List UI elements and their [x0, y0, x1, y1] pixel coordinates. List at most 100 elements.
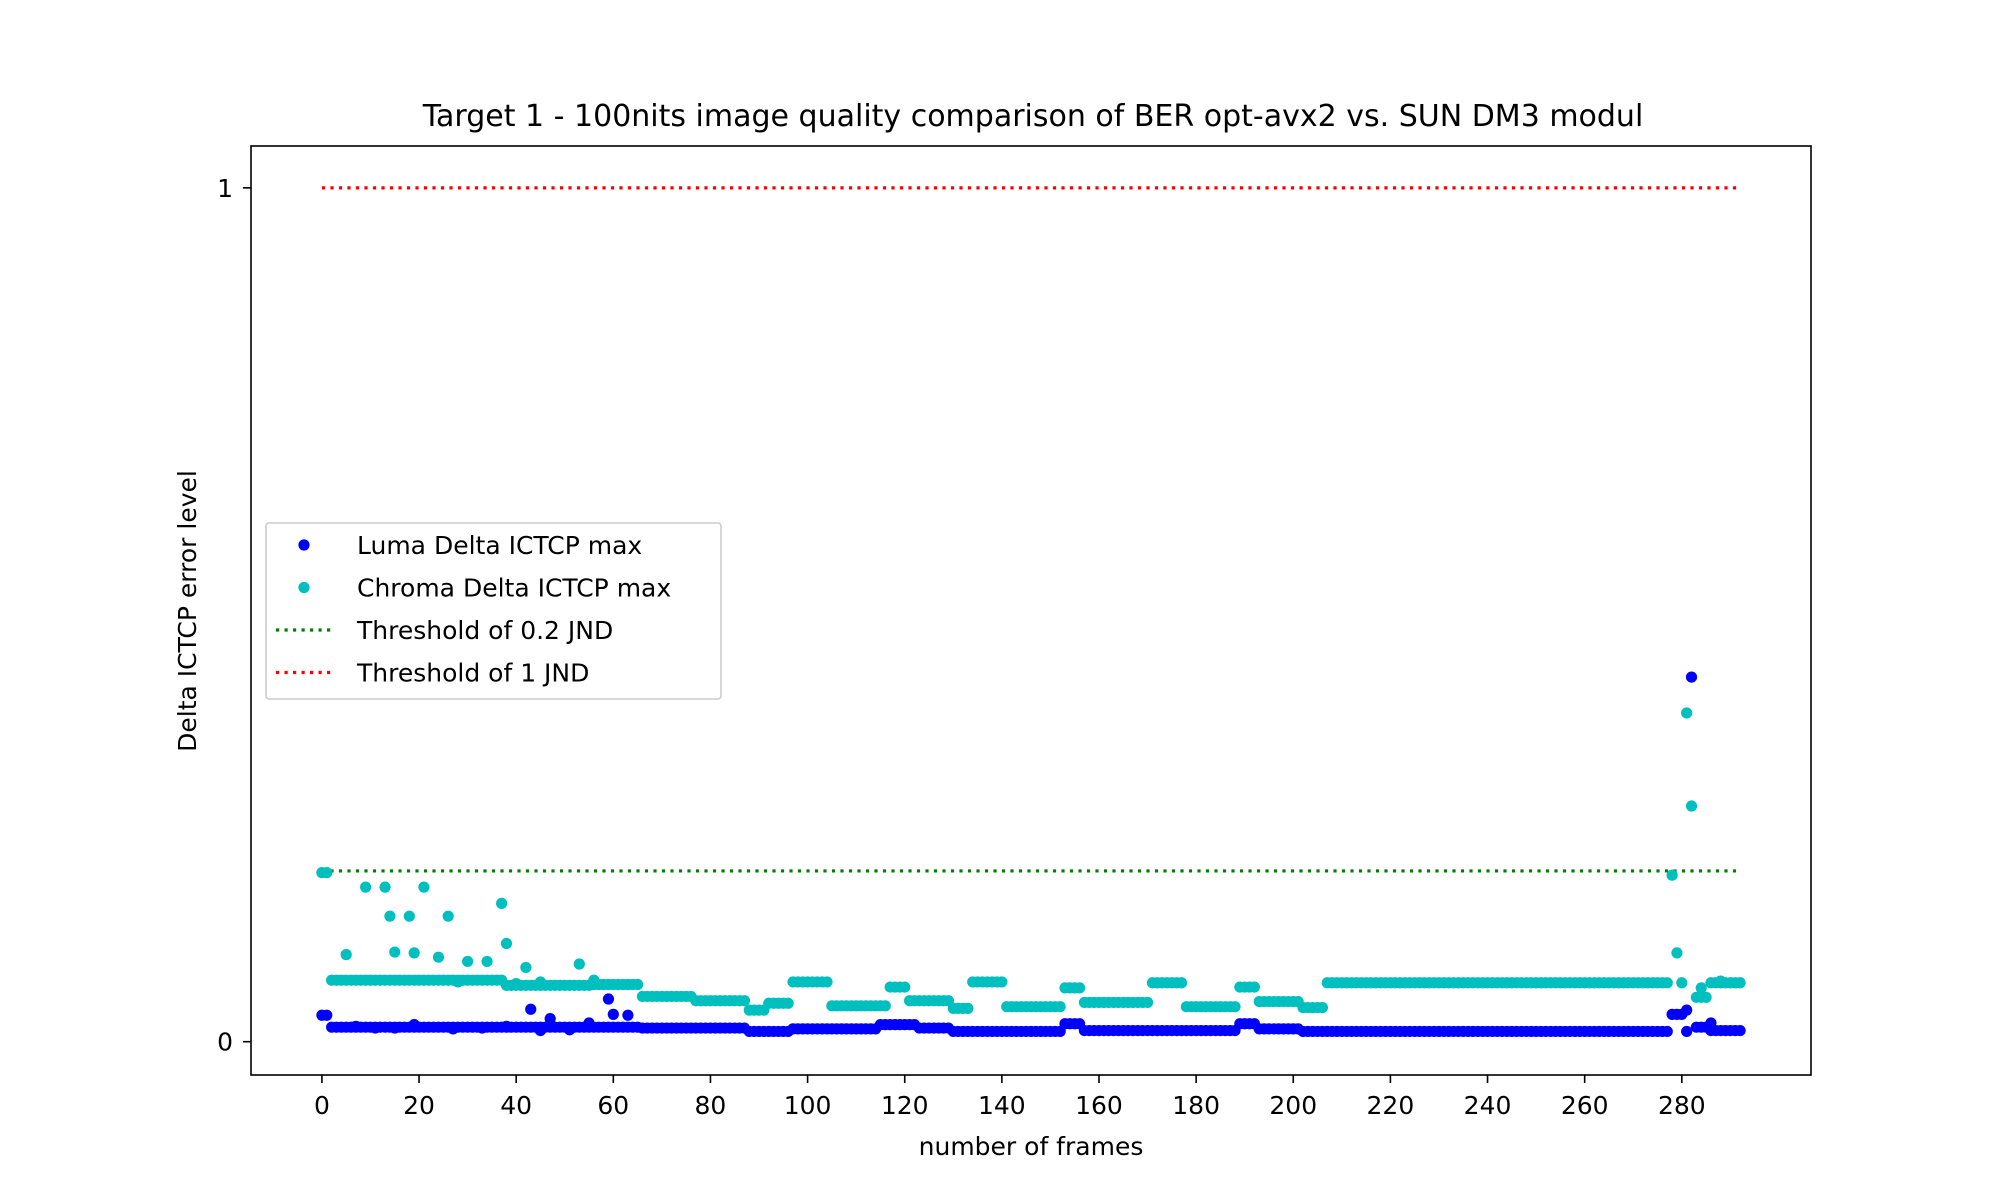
y-axis-label: Delta ICTCP error level — [173, 470, 202, 752]
x-tick-label: 20 — [403, 1091, 435, 1120]
chart-title: Target 1 - 100nits image quality compari… — [422, 99, 1644, 134]
legend-label: Luma Delta ICTCP max — [357, 531, 642, 560]
legend: Luma Delta ICTCP max Chroma Delta ICTCP m… — [265, 522, 722, 700]
legend-label: Threshold of 1 JND — [356, 659, 589, 688]
data-point — [389, 946, 401, 958]
legend-marker — [298, 581, 310, 594]
data-point — [500, 937, 513, 950]
data-point — [588, 974, 600, 986]
data-point — [384, 910, 396, 922]
data-point — [379, 881, 391, 893]
data-point — [1734, 977, 1746, 989]
data-point — [622, 1009, 634, 1021]
data-point — [1661, 977, 1673, 989]
x-tick-label: 180 — [1172, 1091, 1220, 1120]
x-tick-label: 60 — [597, 1091, 629, 1120]
data-point — [899, 981, 911, 993]
data-point — [1700, 991, 1712, 1003]
data-point — [447, 1023, 459, 1035]
legend-entry: Threshold of 0.2 JND — [276, 616, 613, 645]
data-point — [632, 978, 644, 991]
data-point — [1685, 800, 1698, 812]
x-tick-label: 80 — [695, 1091, 727, 1120]
data-point — [403, 910, 415, 922]
data-point — [962, 1002, 974, 1014]
data-point — [1705, 1017, 1717, 1029]
data-point — [520, 961, 532, 974]
legend-entry: Luma Delta ICTCP max — [298, 531, 642, 560]
y-tick-label: 0 — [217, 1028, 233, 1057]
data-point — [564, 1024, 576, 1036]
data-point — [1681, 707, 1693, 719]
legend-entry: Threshold of 1 JND — [276, 659, 589, 688]
data-point — [1229, 1001, 1241, 1013]
y-tick-label: 1 — [217, 174, 233, 203]
plot-marks — [316, 186, 1746, 1038]
x-tick-label: 100 — [784, 1091, 832, 1120]
x-tick-label: 260 — [1561, 1091, 1609, 1120]
legend-label: Chroma Delta ICTCP max — [357, 574, 671, 603]
data-point — [1681, 1025, 1693, 1038]
legend-label: Threshold of 0.2 JND — [356, 616, 613, 645]
data-point — [602, 993, 615, 1005]
data-point — [607, 1008, 619, 1020]
data-point — [1681, 1004, 1693, 1016]
data-point — [340, 949, 352, 961]
data-point — [1695, 982, 1707, 994]
data-point — [738, 995, 751, 1007]
data-point — [369, 1022, 381, 1034]
data-point — [1661, 1025, 1673, 1038]
data-point — [510, 978, 522, 990]
data-point — [321, 867, 333, 879]
data-point — [408, 947, 420, 959]
x-tick-label: 120 — [881, 1091, 929, 1120]
data-point — [476, 1022, 488, 1034]
data-point — [583, 1017, 595, 1029]
data-point — [496, 897, 508, 909]
data-point — [432, 951, 445, 963]
data-point — [1666, 869, 1678, 881]
data-point — [321, 1009, 333, 1021]
x-tick-label: 220 — [1367, 1091, 1415, 1120]
data-point — [1073, 982, 1086, 994]
data-point — [573, 958, 585, 970]
data-point — [1248, 981, 1261, 993]
data-point — [544, 1013, 556, 1025]
data-point — [418, 881, 430, 893]
x-tick-label: 140 — [978, 1091, 1026, 1120]
data-point — [1175, 977, 1188, 989]
data-point — [360, 881, 372, 893]
data-point — [782, 997, 794, 1009]
data-point — [1141, 996, 1154, 1009]
data-point — [525, 1003, 537, 1015]
data-point — [534, 1024, 547, 1037]
data-point — [879, 1000, 891, 1012]
legend-frame — [265, 522, 722, 700]
x-tick-label: 200 — [1269, 1091, 1317, 1120]
data-point — [1316, 1001, 1329, 1014]
data-point — [534, 976, 547, 988]
data-point — [442, 910, 454, 922]
data-point — [500, 1020, 513, 1032]
data-point — [408, 1019, 420, 1031]
data-point — [1054, 1001, 1066, 1013]
legend-entry: Chroma Delta ICTCP max — [298, 574, 671, 603]
data-point — [1734, 1024, 1746, 1037]
data-point — [996, 976, 1008, 988]
data-point — [389, 1022, 401, 1034]
x-tick-label: 40 — [500, 1091, 532, 1120]
data-point — [1676, 977, 1688, 989]
series-chroma — [316, 707, 1746, 1016]
data-point — [462, 955, 474, 968]
axes: 0 20 40 60 80 100 120 140 160 180 200 220 240 260 280 0… — [217, 174, 1706, 1120]
data-point — [1671, 947, 1683, 959]
data-point — [821, 976, 833, 988]
data-point — [350, 1020, 362, 1032]
x-axis-label: number of frames — [919, 1132, 1144, 1161]
legend-marker — [298, 539, 310, 551]
x-tick-label: 240 — [1464, 1091, 1512, 1120]
x-tick-label: 0 — [314, 1091, 330, 1120]
data-point — [481, 955, 493, 968]
data-point — [1685, 671, 1698, 683]
